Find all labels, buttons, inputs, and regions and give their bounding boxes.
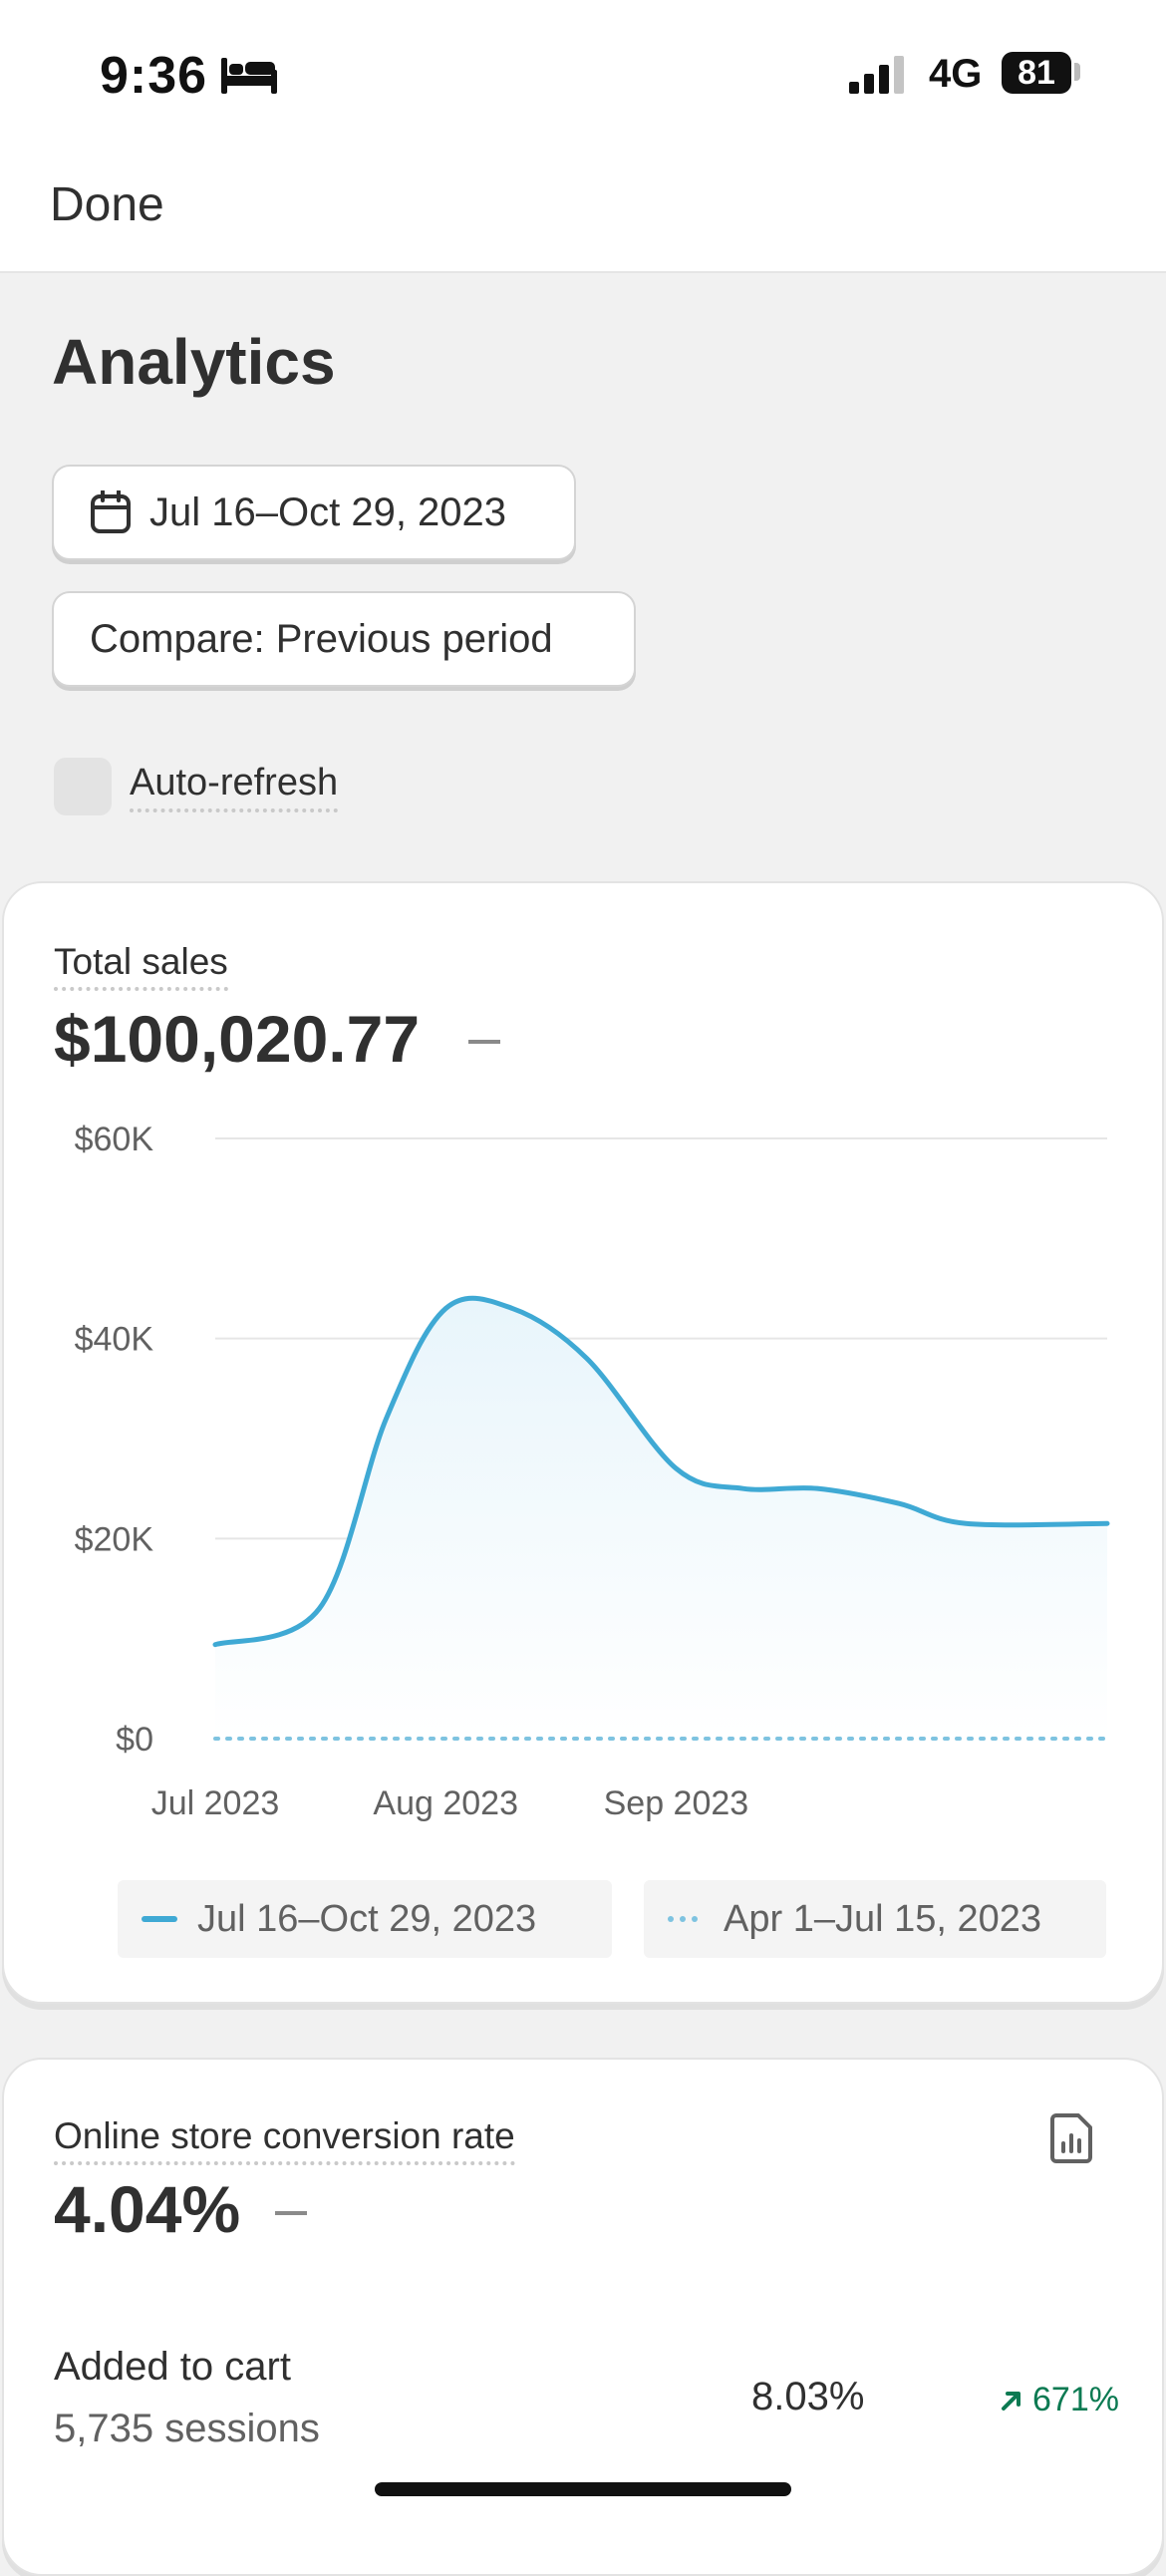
series-line-current-period: [212, 1295, 1110, 1648]
solid-line-swatch: [142, 1916, 177, 1922]
x-tick-label: Jul 2023: [151, 1784, 280, 1822]
dotted-line-swatch: [668, 1916, 698, 1922]
total-sales-chart: $60K $40K $20K $0 Jul 2023 Aug 2023 Sep 2023: [75, 1121, 1110, 1822]
y-tick-label: $20K: [75, 1520, 154, 1558]
page-title: Analytics: [52, 326, 336, 398]
added-to-cart-label: Added to cart: [54, 2345, 291, 2389]
sleep-focus-icon: [221, 56, 277, 99]
done-button[interactable]: Done: [50, 178, 164, 231]
cellular-signal-icon: [849, 56, 909, 99]
calendar-icon: [91, 490, 131, 533]
report-icon[interactable]: [1050, 2113, 1092, 2168]
conversion-rate-value: 4.04%: [54, 2172, 241, 2246]
conversion-rate-card: Online store conversion rate 4.04% Added…: [2, 2058, 1164, 2576]
comparison-dash: [275, 2211, 307, 2215]
y-tick-label: $40K: [75, 1321, 154, 1359]
comparison-dash: [468, 1040, 500, 1044]
date-range-button[interactable]: Jul 16–Oct 29, 2023: [52, 465, 576, 560]
legend-current-period[interactable]: Jul 16–Oct 29, 2023: [118, 1880, 612, 1958]
legend-previous-period[interactable]: Apr 1–Jul 15, 2023: [644, 1880, 1106, 1958]
network-type: 4G: [929, 52, 983, 96]
compare-button[interactable]: Compare: Previous period: [52, 591, 636, 687]
y-tick-label: $60K: [75, 1121, 154, 1158]
legend-current-label: Jul 16–Oct 29, 2023: [197, 1897, 537, 1940]
x-tick-label: Aug 2023: [373, 1784, 518, 1822]
added-to-cart-sessions: 5,735 sessions: [54, 2407, 320, 2450]
added-to-cart-percent: 8.03%: [751, 2375, 865, 2418]
added-to-cart-change-value: 671%: [1032, 2381, 1119, 2418]
sales-area: [215, 1298, 1107, 1739]
auto-refresh-checkbox[interactable]: [54, 758, 112, 815]
total-sales-label[interactable]: Total sales: [54, 941, 228, 991]
date-range-label: Jul 16–Oct 29, 2023: [149, 489, 507, 534]
y-tick-label: $0: [116, 1721, 153, 1759]
compare-label: Compare: Previous period: [90, 616, 553, 661]
battery-tip: [1074, 63, 1080, 81]
status-bar: 9:36 4G 81: [0, 0, 1166, 150]
x-tick-label: Sep 2023: [604, 1784, 749, 1822]
status-time: 9:36: [100, 47, 208, 105]
battery-icon: 81: [1002, 52, 1071, 94]
auto-refresh-label: Auto-refresh: [130, 762, 339, 812]
navigation-bar: Done: [0, 150, 1166, 273]
total-sales-card: Total sales $100,020.77 $60K $40K $20K $0 J…: [2, 881, 1164, 2004]
conversion-rate-label[interactable]: Online store conversion rate: [54, 2115, 515, 2165]
added-to-cart-change: 671%: [999, 2381, 1119, 2419]
arrow-up-right-icon: [1002, 2391, 1020, 2411]
home-indicator: [375, 2482, 791, 2496]
auto-refresh-toggle[interactable]: Auto-refresh: [54, 758, 339, 815]
legend-previous-label: Apr 1–Jul 15, 2023: [724, 1897, 1042, 1940]
total-sales-value: $100,020.77: [54, 1002, 421, 1076]
